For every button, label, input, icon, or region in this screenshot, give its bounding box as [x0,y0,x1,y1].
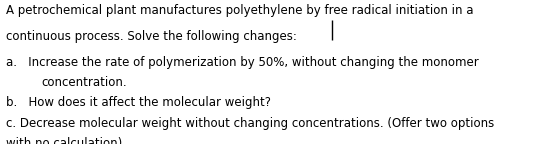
Text: a.   Increase the rate of polymerization by 50%, without changing the monomer: a. Increase the rate of polymerization b… [6,56,478,69]
Text: b.   How does it affect the molecular weight?: b. How does it affect the molecular weig… [6,96,271,109]
Text: with no calculation).: with no calculation). [6,137,126,144]
Text: c. Decrease molecular weight without changing concentrations. (Offer two options: c. Decrease molecular weight without cha… [6,117,494,130]
Text: continuous process. Solve the following changes:: continuous process. Solve the following … [6,30,296,43]
Text: A petrochemical plant manufactures polyethylene by free radical initiation in a: A petrochemical plant manufactures polye… [6,4,473,17]
Text: concentration.: concentration. [41,76,127,89]
